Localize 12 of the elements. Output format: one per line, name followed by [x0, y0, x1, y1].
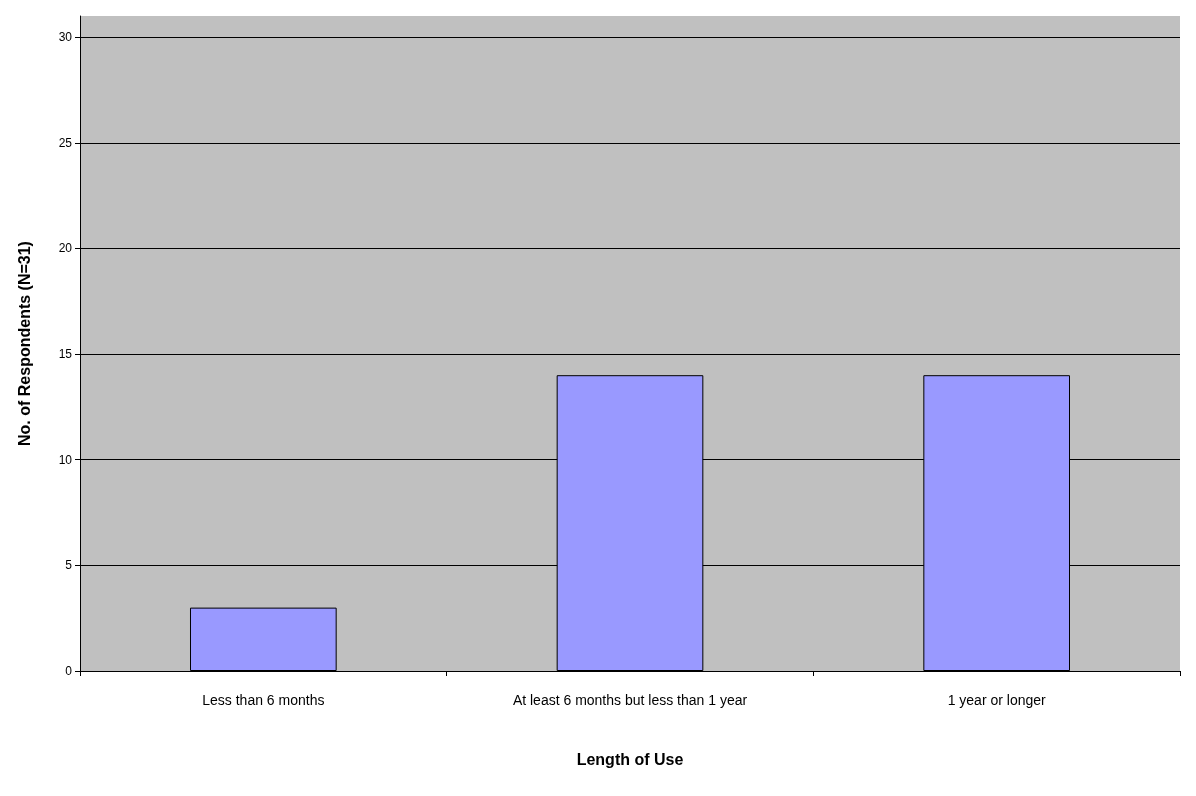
x-tick-label: Less than 6 months — [202, 692, 325, 708]
y-tick-label: 30 — [58, 30, 73, 45]
x-tick-label: At least 6 months but less than 1 year — [512, 692, 748, 708]
y-tick-label: 5 — [65, 558, 73, 573]
x-tick-label: 1 year or longer — [947, 692, 1047, 708]
y-tick-label: 15 — [58, 347, 73, 362]
y-tick-label: 0 — [65, 664, 73, 678]
y-tick-label: 25 — [58, 135, 73, 150]
y-axis-title: No. of Respondents (N=31) — [15, 241, 33, 446]
y-tick-label: 20 — [58, 241, 73, 256]
y-tick-label: 10 — [58, 452, 73, 467]
x-axis-title: Length of Use — [576, 750, 684, 768]
